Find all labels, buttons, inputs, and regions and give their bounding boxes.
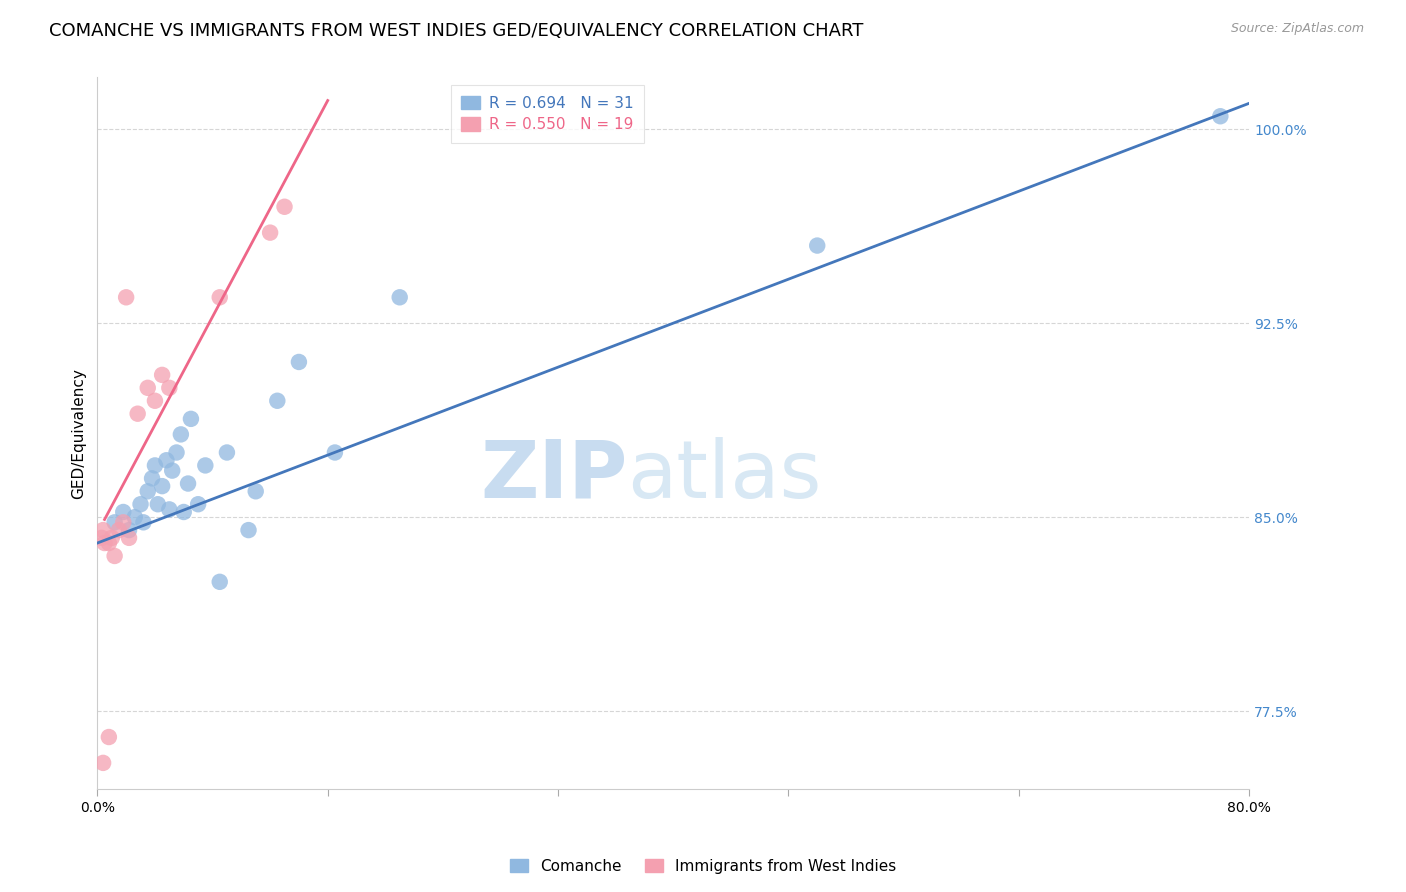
Point — [208, 574, 231, 589]
Point — [91, 523, 114, 537]
Point — [208, 290, 231, 304]
Point — [150, 368, 173, 382]
Legend: Comanche, Immigrants from West Indies: Comanche, Immigrants from West Indies — [503, 853, 903, 880]
Point — [157, 502, 180, 516]
Point — [97, 730, 120, 744]
Point — [180, 412, 202, 426]
Text: atlas: atlas — [627, 437, 821, 515]
Point — [143, 393, 166, 408]
Point — [1209, 109, 1232, 123]
Point — [127, 407, 149, 421]
Y-axis label: GED/Equivalency: GED/Equivalency — [72, 368, 86, 499]
Point — [157, 381, 180, 395]
Legend: R = 0.694   N = 31, R = 0.550   N = 19: R = 0.694 N = 31, R = 0.550 N = 19 — [450, 85, 644, 143]
Point — [93, 536, 115, 550]
Point — [238, 523, 260, 537]
Point — [388, 290, 411, 304]
Point — [124, 510, 146, 524]
Point — [146, 497, 169, 511]
Point — [108, 523, 131, 537]
Point — [155, 453, 177, 467]
Point — [91, 756, 114, 770]
Text: ZIP: ZIP — [479, 437, 627, 515]
Point — [194, 458, 217, 473]
Point — [166, 445, 188, 459]
Point — [118, 523, 141, 537]
Point — [136, 381, 159, 395]
Point — [160, 464, 183, 478]
Point — [273, 200, 295, 214]
Point — [104, 516, 127, 530]
Point — [136, 484, 159, 499]
Point — [266, 393, 288, 408]
Point — [118, 531, 141, 545]
Point — [112, 505, 135, 519]
Point — [245, 484, 267, 499]
Point — [115, 290, 138, 304]
Point — [143, 458, 166, 473]
Point — [97, 536, 120, 550]
Point — [173, 505, 195, 519]
Point — [288, 355, 311, 369]
Text: COMANCHE VS IMMIGRANTS FROM WEST INDIES GED/EQUIVALENCY CORRELATION CHART: COMANCHE VS IMMIGRANTS FROM WEST INDIES … — [49, 22, 863, 40]
Point — [104, 549, 127, 563]
Point — [129, 497, 152, 511]
Point — [90, 531, 112, 545]
Point — [806, 238, 828, 252]
Text: Source: ZipAtlas.com: Source: ZipAtlas.com — [1230, 22, 1364, 36]
Point — [132, 516, 155, 530]
Point — [150, 479, 173, 493]
Point — [187, 497, 209, 511]
Point — [170, 427, 193, 442]
Point — [215, 445, 238, 459]
Point — [100, 531, 122, 545]
Point — [112, 516, 135, 530]
Point — [323, 445, 346, 459]
Point — [177, 476, 200, 491]
Point — [259, 226, 281, 240]
Point — [141, 471, 163, 485]
